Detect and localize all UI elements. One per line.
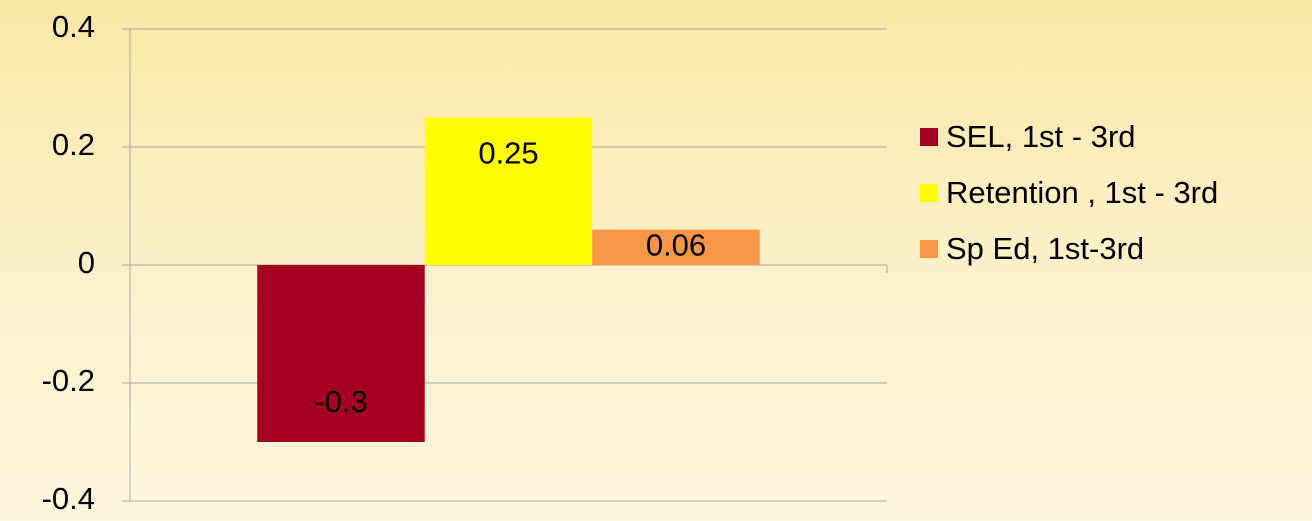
legend-item: Retention , 1st - 3rd xyxy=(920,174,1305,211)
data-label: 0.25 xyxy=(478,136,538,171)
legend-swatch xyxy=(920,128,938,146)
legend-swatch xyxy=(920,184,938,202)
legend-label: Retention , 1st - 3rd xyxy=(946,175,1219,210)
bar xyxy=(592,229,760,265)
legend-item: SEL, 1st - 3rd xyxy=(920,118,1305,155)
legend-item: Sp Ed, 1st-3rd xyxy=(920,230,1305,267)
bar xyxy=(257,265,425,442)
legend-label: Sp Ed, 1st-3rd xyxy=(946,231,1145,266)
y-tick-label: -0.2 xyxy=(42,363,95,398)
legend-swatch xyxy=(920,240,938,258)
legend: SEL, 1st - 3rd Retention , 1st - 3rd Sp Ed… xyxy=(920,118,1305,286)
y-tick-label: 0.4 xyxy=(52,9,95,44)
y-tick-label: 0.2 xyxy=(52,127,95,162)
data-label: 0.06 xyxy=(646,227,706,262)
y-tick-label: -0.4 xyxy=(42,481,95,516)
bar xyxy=(424,117,593,265)
y-tick-label: 0 xyxy=(78,245,95,280)
data-label: -0.3 xyxy=(314,384,367,419)
legend-label: SEL, 1st - 3rd xyxy=(946,119,1136,154)
